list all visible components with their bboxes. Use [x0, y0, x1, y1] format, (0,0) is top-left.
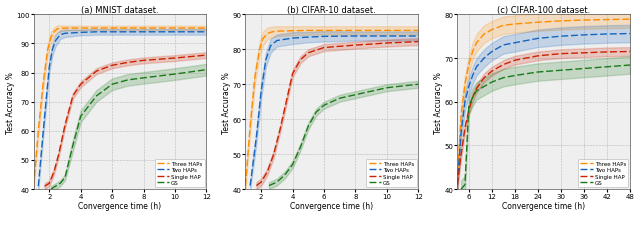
X-axis label: Convergence time (h): Convergence time (h) [291, 201, 373, 210]
Title: (c) CIFAR-100 dataset.: (c) CIFAR-100 dataset. [497, 5, 590, 14]
Legend: Three HAPs, Two HAPs, Single HAP, GS: Three HAPs, Two HAPs, Single HAP, GS [578, 159, 628, 188]
X-axis label: Convergence time (h): Convergence time (h) [502, 201, 585, 210]
Title: (a) MNIST dataset.: (a) MNIST dataset. [81, 5, 159, 14]
Legend: Three HAPs, Two HAPs, Single HAP, GS: Three HAPs, Two HAPs, Single HAP, GS [154, 159, 205, 188]
Y-axis label: Test Accuracy %: Test Accuracy % [434, 71, 443, 133]
Legend: Three HAPs, Two HAPs, Single HAP, GS: Three HAPs, Two HAPs, Single HAP, GS [366, 159, 417, 188]
Y-axis label: Test Accuracy %: Test Accuracy % [222, 71, 231, 133]
Title: (b) CIFAR-10 dataset.: (b) CIFAR-10 dataset. [287, 5, 376, 14]
Y-axis label: Test Accuracy %: Test Accuracy % [6, 71, 15, 133]
X-axis label: Convergence time (h): Convergence time (h) [79, 201, 161, 210]
